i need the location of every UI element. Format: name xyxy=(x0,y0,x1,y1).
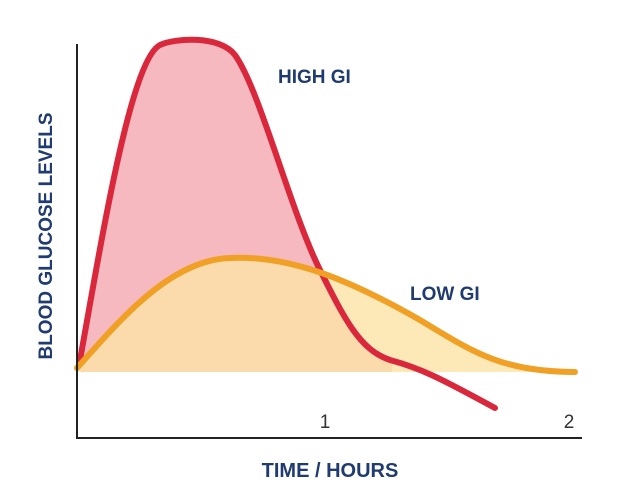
x-tick-label: 2 xyxy=(564,412,575,433)
low-gi-curve xyxy=(74,254,578,375)
x-tick-label: 1 xyxy=(320,412,331,433)
high-gi-curve xyxy=(77,36,498,411)
low-gi-area xyxy=(77,257,575,372)
low-gi-label: LOW GI xyxy=(410,284,480,305)
x-axis-label: TIME / HOURS xyxy=(262,460,399,482)
y-axis-label: BLOOD GLUCOSE LEVELS xyxy=(36,112,57,359)
high-gi-label: HIGH GI xyxy=(278,67,351,88)
